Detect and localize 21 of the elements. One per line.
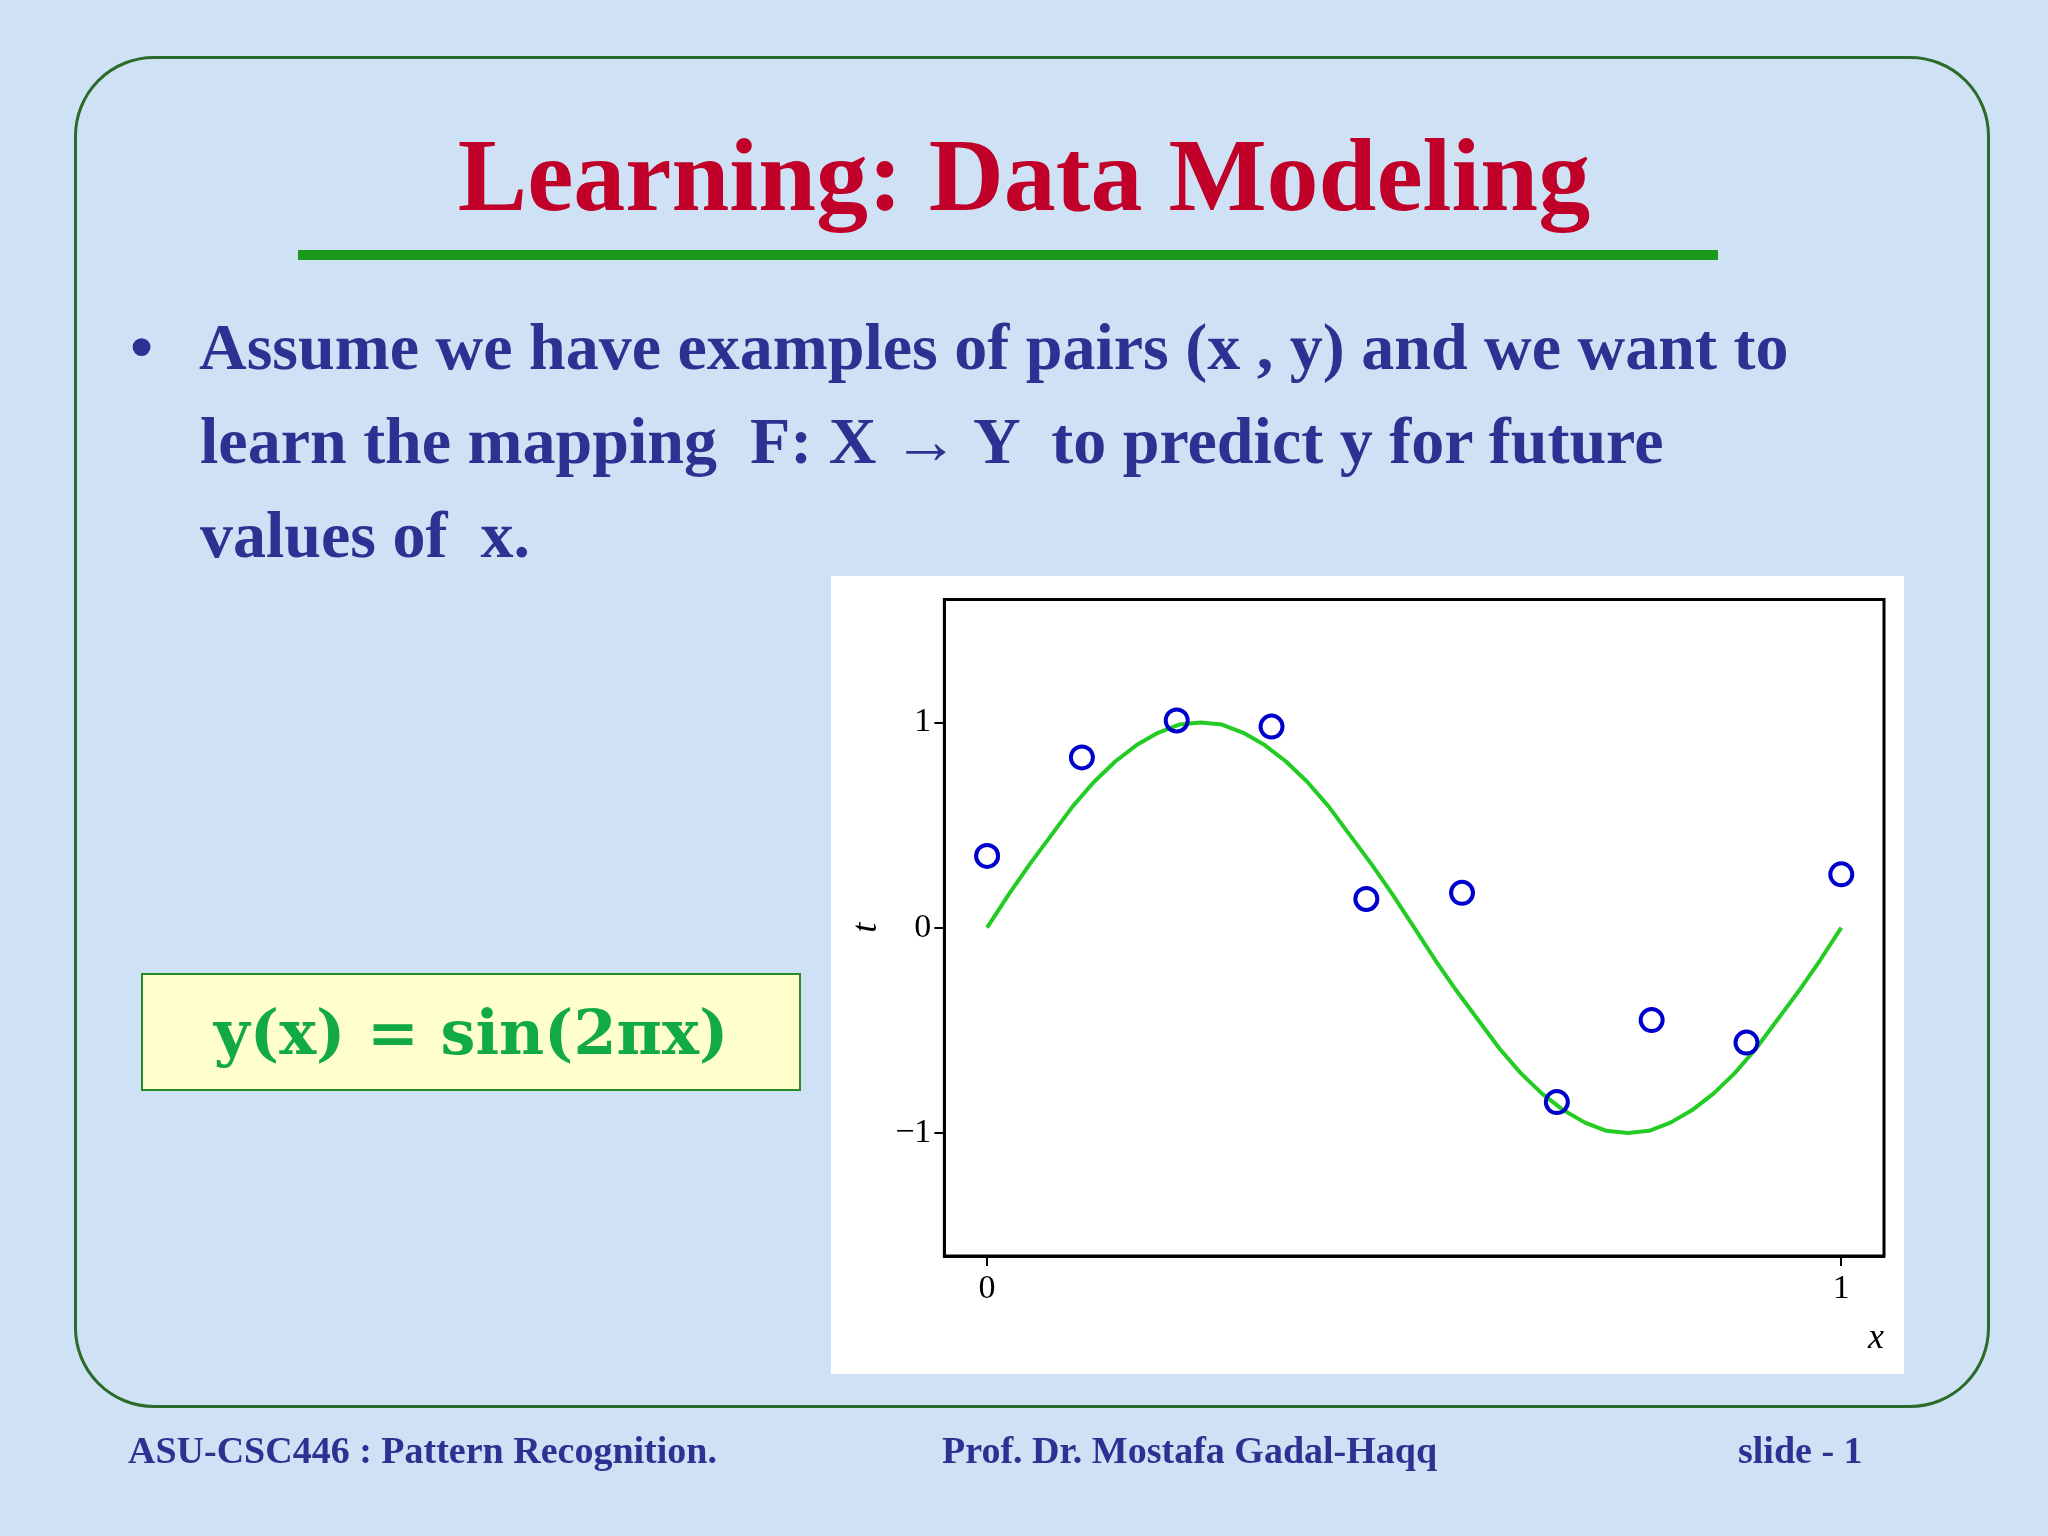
text: • Assume we have examples of pairs (x , y) and we want to learn the mapping F: X → Y to predict y for future values of x. [130,309,1790,573]
y-axis-title: t [844,921,885,933]
point [1638,1007,1665,1034]
point [1543,1089,1570,1116]
y-tick-label: 1 [914,701,932,739]
point [1068,744,1095,771]
text: y(x) = sin(2πx) [141,973,801,1091]
text: Prof. Dr. Mostafa Gadal-Haqq [942,1428,1438,1472]
chart-title: Learning: Data Modeling [456,116,1592,234]
y-tick-label: −1 [895,1111,932,1149]
text: ASU-CSC446 : Pattern Recognition. [128,1428,717,1472]
text: slide - 1 [1738,1428,1863,1472]
x-axis-title: x [1867,1315,1885,1356]
point [1163,707,1190,734]
point [1353,885,1380,912]
point [1828,861,1855,888]
y-tick-label: 0 [914,906,932,944]
point [1733,1029,1760,1056]
point [1258,713,1285,740]
point [1449,879,1476,906]
point [974,842,1001,869]
